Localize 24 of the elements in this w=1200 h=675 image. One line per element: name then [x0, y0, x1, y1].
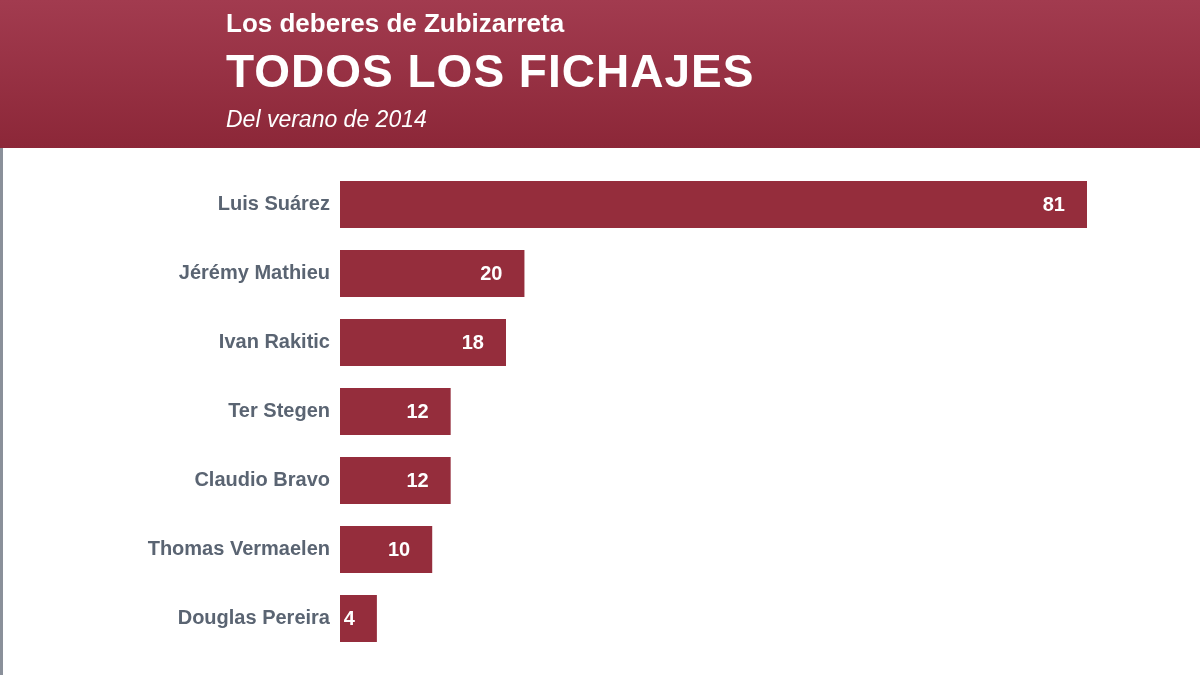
bar [340, 250, 525, 297]
data-label: 10 [387, 538, 411, 561]
text: Los deberes de Zubizarreta [226, 8, 565, 39]
bar [340, 595, 377, 642]
data-label: 12 [406, 400, 429, 423]
y-tick-label: Jérémy Mathieu [178, 261, 330, 284]
data-label: 12 [406, 469, 429, 492]
chart-subtitle: Del verano de 2014 [226, 106, 427, 133]
bar [340, 457, 451, 504]
bar [340, 526, 433, 573]
y-tick-label: Douglas Pereira [177, 606, 331, 629]
bar [340, 181, 1087, 228]
data-label: 4 [343, 607, 356, 630]
bar [340, 319, 506, 366]
data-label: 18 [461, 331, 484, 354]
y-tick-label: Claudio Bravo [194, 468, 330, 491]
y-tick-label: Thomas Vermaelen [147, 537, 330, 560]
bar [340, 388, 451, 435]
y-tick-label: Luis Suárez [217, 192, 330, 215]
y-tick-label: Ivan Rakitic [218, 330, 330, 353]
chart-title: TODOS LOS FICHAJES [226, 44, 755, 98]
data-label: 81 [1042, 193, 1065, 216]
y-tick-label: Ter Stegen [228, 399, 330, 422]
data-label: 20 [480, 262, 503, 285]
